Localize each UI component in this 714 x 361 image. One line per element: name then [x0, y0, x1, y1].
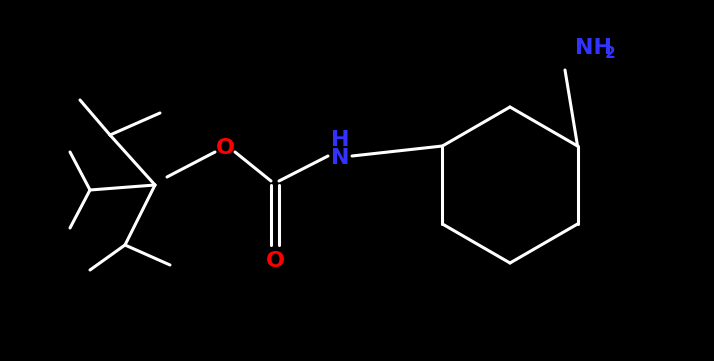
Text: NH: NH: [575, 38, 612, 58]
Text: H: H: [331, 130, 349, 150]
Text: N: N: [331, 148, 349, 168]
Text: O: O: [266, 251, 284, 271]
Text: O: O: [216, 138, 234, 158]
Text: 2: 2: [605, 47, 615, 61]
